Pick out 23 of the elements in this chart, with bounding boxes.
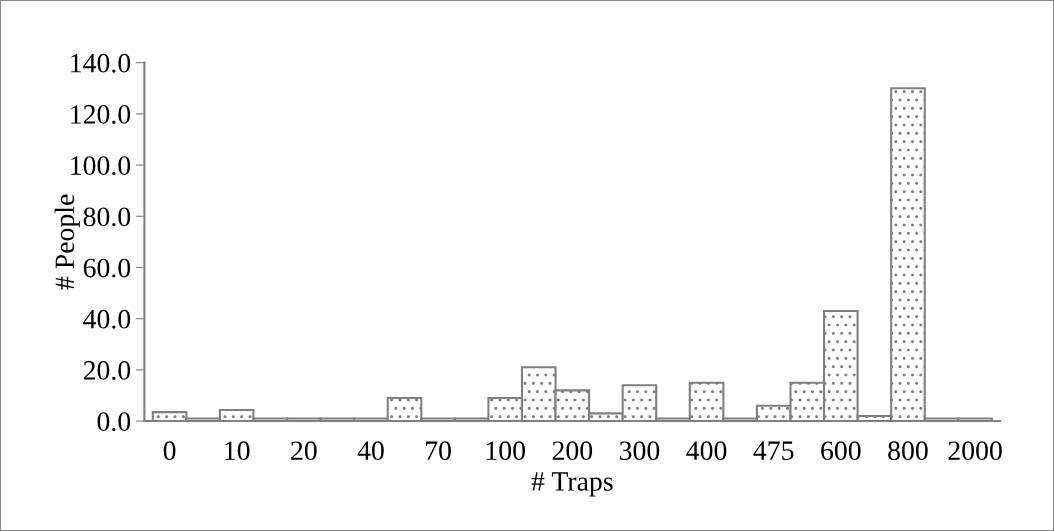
x-tick-label: 475 xyxy=(753,441,794,461)
y-tick-label: 40.0 xyxy=(83,309,131,329)
x-tick-label: 2000 xyxy=(948,441,1002,461)
x-tick-label: 20 xyxy=(291,441,317,461)
y-tick-label: 140.0 xyxy=(71,53,131,73)
x-tick-label: 70 xyxy=(426,441,451,461)
y-axis-title: # People xyxy=(54,194,80,290)
x-tick-label: 200 xyxy=(552,441,593,461)
x-tick-label: 100 xyxy=(486,441,525,461)
x-tick-label: 10 xyxy=(225,441,250,461)
x-tick-label: 300 xyxy=(619,441,660,461)
y-tick-label: 20.0 xyxy=(83,361,131,380)
y-tick-label: 100.0 xyxy=(71,156,131,176)
y-tick-label: 0.0 xyxy=(97,412,131,432)
y-tick-label: 120.0 xyxy=(71,105,131,124)
x-tick-label: 0 xyxy=(163,441,176,461)
y-tick-label: 80.0 xyxy=(83,207,131,227)
x-tick-label: 40 xyxy=(357,441,384,461)
x-tick-label: 600 xyxy=(821,441,861,461)
x-tick-label: 400 xyxy=(686,441,727,461)
y-tick-label: 60.0 xyxy=(83,258,131,278)
x-tick-label: 800 xyxy=(888,441,928,461)
x-axis-title: # Traps xyxy=(531,472,613,497)
